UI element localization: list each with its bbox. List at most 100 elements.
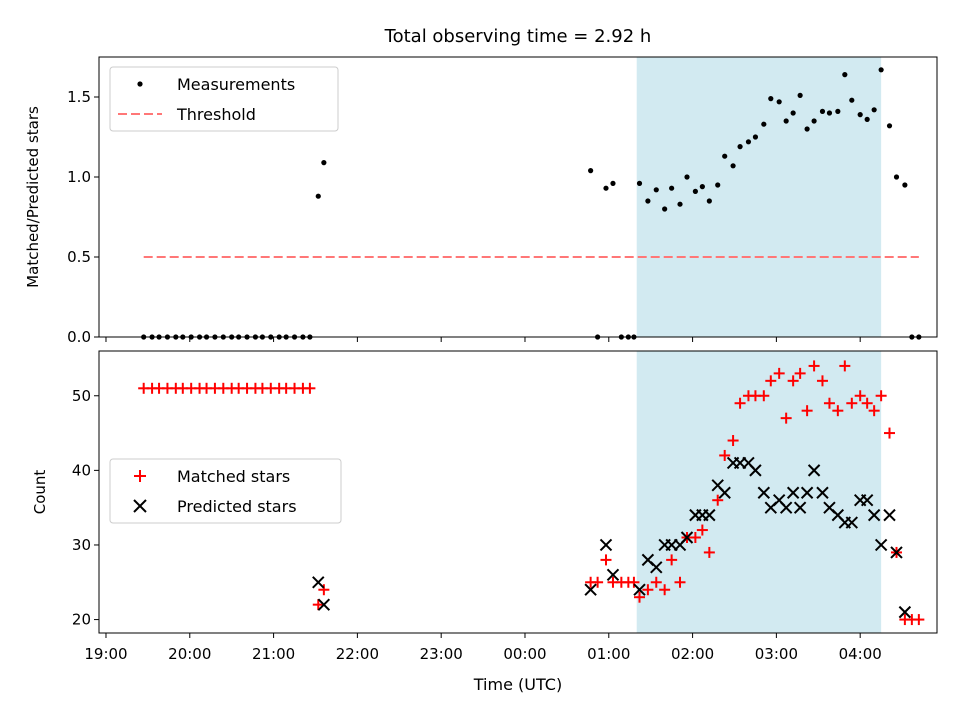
measurement-point [706,198,712,204]
measurement-point [603,185,609,191]
y-tick-label: 20 [72,611,91,629]
matched-star-point [816,375,828,387]
matched-star-point [794,367,806,379]
measurement-point [722,153,728,159]
predicted-star-point [599,538,613,552]
matched-star-point [650,576,662,588]
measurement-point [886,123,893,129]
count-panel: 20 30 40 50 19:00 20:00 21:00 22:00 23:00 00:00 01… [31,350,938,694]
measurement-point [826,110,833,116]
matched-star-point [875,390,887,402]
measurement-point [804,126,810,132]
predicted-star-point [786,486,800,499]
matched-star-point [765,375,777,387]
y-tick-label: 50 [72,387,91,405]
measurement-point [871,107,877,113]
predicted-star-point [312,576,325,589]
measurement-point [745,139,752,145]
matched-star-point [703,546,715,558]
measurement-point [776,99,782,105]
matched-star-point [823,397,835,409]
matched-star-point [734,397,746,409]
predicted-star-point [606,568,620,582]
matched-star-point [787,375,799,387]
count-observing-window [636,351,882,633]
x-tick-label: 02:00 [671,645,714,663]
ratio-panel-frame [98,56,938,338]
predicted-star-point [890,546,903,559]
x-tick-label: 23:00 [420,645,463,663]
x-tick-label: 00:00 [503,645,546,663]
matched-star-point [312,599,324,611]
measurement-point [857,112,863,118]
measurement-point [842,72,848,78]
measurement-point [692,188,698,194]
measurement-point [849,97,855,103]
matched-star-point [666,554,678,566]
measurement-point [783,118,789,124]
count-y-axis-label: Count [31,470,49,515]
matched-star-point [318,584,330,596]
measurement-point [819,108,826,114]
x-tick-label: 20:00 [168,645,211,663]
x-tick-label: 21:00 [252,645,295,663]
matched-star-point [780,412,792,424]
predicted-star-point [584,583,597,596]
predicted-star-point [860,493,874,507]
measurement-point [811,118,817,124]
ratio-panel: Total observing time = 2.92 h 0.0 0.5 1.0 1… [24,26,938,346]
y-tick-label: 40 [72,461,91,479]
x-tick-label: 03:00 [755,645,798,663]
measurement-point [715,182,721,188]
matched-star-point [801,405,813,417]
matched-star-point [634,591,646,603]
matched-star-point [868,405,880,417]
measurement-point [684,174,690,180]
matched-star-point [839,360,851,372]
measurement-point [636,180,643,186]
y-tick-label: 1.5 [67,88,91,106]
measurement-point [737,144,743,150]
predicted-star-point [807,464,821,477]
legend-measurements-marker [137,81,143,87]
measurement-point [797,92,803,98]
measurement-point [730,163,736,169]
count-legend: Matched stars Predicted stars [109,458,342,524]
measurement-point [321,160,327,166]
legend-threshold-label: Threshold [176,105,256,124]
legend-predicted-marker [133,499,147,513]
matched-star-point [913,614,925,626]
matched-star-point [719,449,731,461]
measurement-point [752,134,759,140]
measurement-point [835,108,841,114]
measurement-point [645,198,651,204]
measurement-point [653,187,659,193]
x-tick-label: 01:00 [587,645,630,663]
matched-star-point [689,532,701,544]
measurement-point [662,206,668,212]
ratio-legend: Measurements Threshold [109,66,339,132]
matched-star-point [832,405,844,417]
y-tick-label: 30 [72,536,91,554]
predicted-star-point [779,501,793,514]
matched-star-point [600,554,612,566]
legend-matched-label: Matched stars [177,467,290,486]
measurement-point [588,168,594,174]
measurement-point [878,67,884,73]
matched-star-point [758,390,770,402]
predicted-star-point [633,583,646,596]
count-panel-frame [98,350,938,634]
matched-star-point [773,367,785,379]
predicted-star-point [680,531,694,544]
ratio-observing-window [636,57,882,337]
predicted-star-point [816,486,829,499]
y-tick-label: 0.0 [67,328,91,346]
x-tick-label: 04:00 [839,645,882,663]
predicted-star-point [845,516,859,529]
measurement-point [315,193,321,199]
legend-matched-marker [134,470,146,482]
ratio-y-axis-label: Matched/Predicted stars [24,106,42,288]
matched-star-point [642,584,654,596]
matched-star-point [659,584,671,596]
